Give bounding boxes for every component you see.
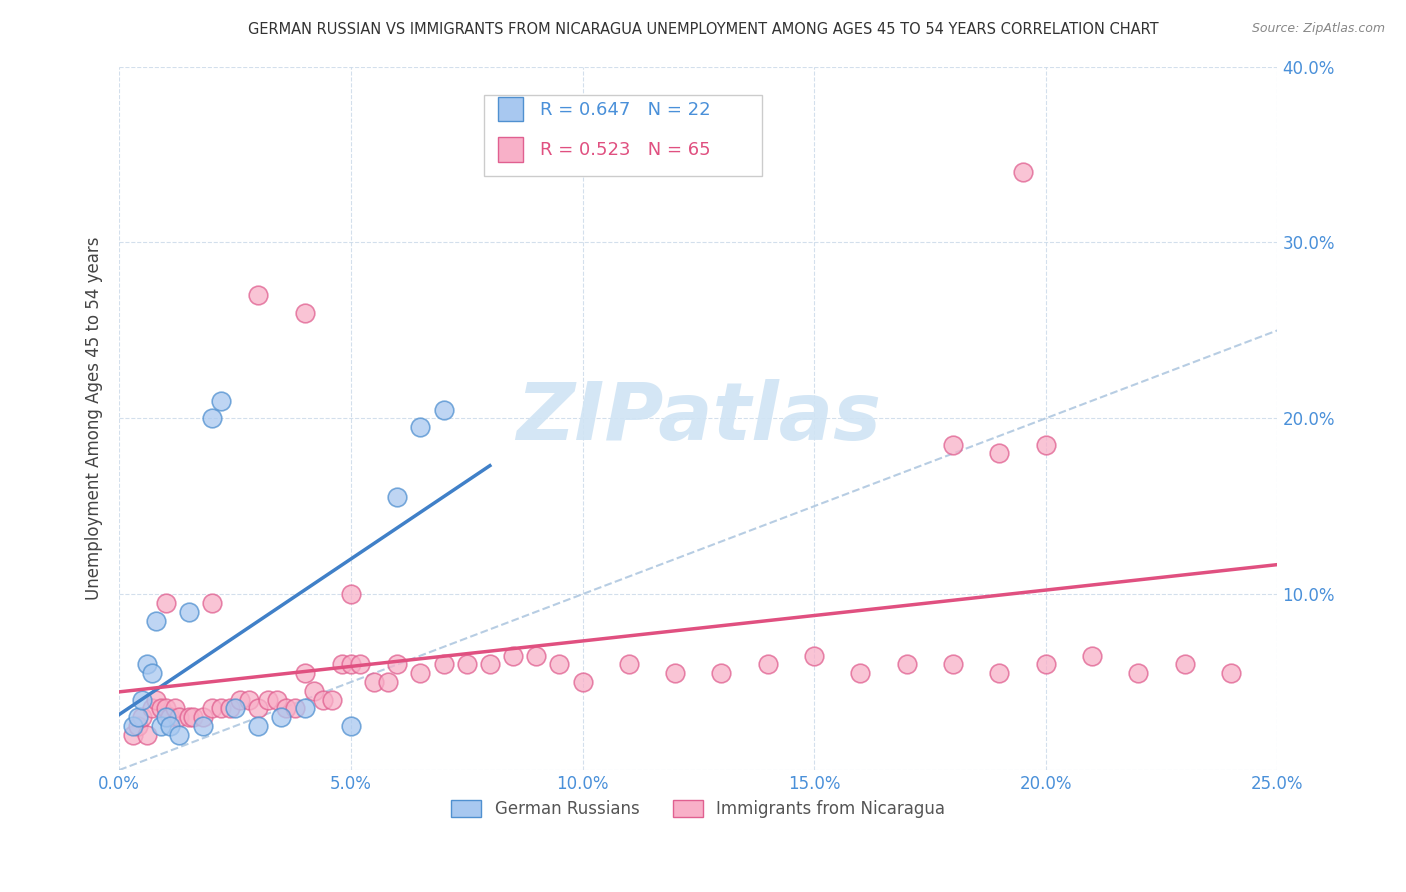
Point <box>1174 657 1197 672</box>
Point <box>201 411 224 425</box>
Point <box>266 692 288 706</box>
Point <box>432 402 454 417</box>
Point <box>155 596 177 610</box>
Point <box>131 692 153 706</box>
Point <box>1035 657 1057 672</box>
Point <box>664 666 686 681</box>
Point <box>191 719 214 733</box>
Point <box>387 657 409 672</box>
FancyBboxPatch shape <box>498 136 523 161</box>
Point <box>141 666 163 681</box>
Point <box>145 692 167 706</box>
Point <box>149 701 172 715</box>
Point <box>274 701 297 715</box>
Point <box>219 701 242 715</box>
Point <box>209 393 232 408</box>
Text: R = 0.523   N = 65: R = 0.523 N = 65 <box>540 141 710 159</box>
Point <box>141 701 163 715</box>
Point <box>942 657 965 672</box>
Point <box>159 719 181 733</box>
Point <box>294 306 316 320</box>
FancyBboxPatch shape <box>484 95 762 176</box>
Point <box>247 719 270 733</box>
Point <box>340 719 363 733</box>
Point <box>988 666 1011 681</box>
Point <box>177 710 200 724</box>
Point <box>1035 438 1057 452</box>
Point <box>238 692 260 706</box>
Point <box>524 648 547 663</box>
Point <box>548 657 571 672</box>
Point <box>163 701 186 715</box>
Point <box>284 701 307 715</box>
Point <box>502 648 524 663</box>
Point <box>1011 165 1033 179</box>
Point <box>340 657 363 672</box>
Point <box>270 710 292 724</box>
Point <box>321 692 343 706</box>
Point <box>1220 666 1243 681</box>
Point <box>169 710 191 724</box>
Point <box>228 692 250 706</box>
Point <box>387 491 409 505</box>
Point <box>478 657 501 672</box>
Point <box>145 614 167 628</box>
Y-axis label: Unemployment Among Ages 45 to 54 years: Unemployment Among Ages 45 to 54 years <box>86 236 103 600</box>
Point <box>149 719 172 733</box>
Point <box>155 701 177 715</box>
Point <box>349 657 371 672</box>
Point <box>183 710 205 724</box>
Text: ZIPatlas: ZIPatlas <box>516 379 880 458</box>
Point <box>803 648 825 663</box>
Point <box>155 710 177 724</box>
Point <box>1128 666 1150 681</box>
Point <box>136 657 159 672</box>
Point <box>988 446 1011 460</box>
Point <box>456 657 478 672</box>
Point <box>710 666 733 681</box>
Point <box>312 692 335 706</box>
Point <box>294 666 316 681</box>
Point <box>256 692 278 706</box>
Point <box>896 657 918 672</box>
Point <box>127 719 149 733</box>
Text: R = 0.647   N = 22: R = 0.647 N = 22 <box>540 101 710 120</box>
Point <box>201 701 224 715</box>
Point <box>191 710 214 724</box>
Point <box>942 438 965 452</box>
Point <box>247 288 270 302</box>
Point <box>1081 648 1104 663</box>
Point <box>849 666 872 681</box>
Text: Source: ZipAtlas.com: Source: ZipAtlas.com <box>1251 22 1385 36</box>
Point <box>571 675 593 690</box>
Legend: German Russians, Immigrants from Nicaragua: German Russians, Immigrants from Nicarag… <box>444 794 952 825</box>
Point <box>159 710 181 724</box>
Point <box>201 596 224 610</box>
FancyBboxPatch shape <box>498 96 523 121</box>
Point <box>122 728 145 742</box>
Point <box>177 605 200 619</box>
Text: GERMAN RUSSIAN VS IMMIGRANTS FROM NICARAGUA UNEMPLOYMENT AMONG AGES 45 TO 54 YEA: GERMAN RUSSIAN VS IMMIGRANTS FROM NICARA… <box>247 22 1159 37</box>
Point <box>377 675 399 690</box>
Point <box>363 675 385 690</box>
Point <box>409 666 432 681</box>
Point <box>127 710 149 724</box>
Point <box>247 701 270 715</box>
Point <box>224 701 246 715</box>
Point <box>122 719 145 733</box>
Point <box>330 657 353 672</box>
Point <box>294 701 316 715</box>
Point <box>756 657 779 672</box>
Point <box>432 657 454 672</box>
Point <box>340 587 363 601</box>
Point <box>302 684 325 698</box>
Point <box>169 728 191 742</box>
Point <box>136 728 159 742</box>
Point <box>131 710 153 724</box>
Point <box>409 420 432 434</box>
Point <box>209 701 232 715</box>
Point <box>617 657 640 672</box>
